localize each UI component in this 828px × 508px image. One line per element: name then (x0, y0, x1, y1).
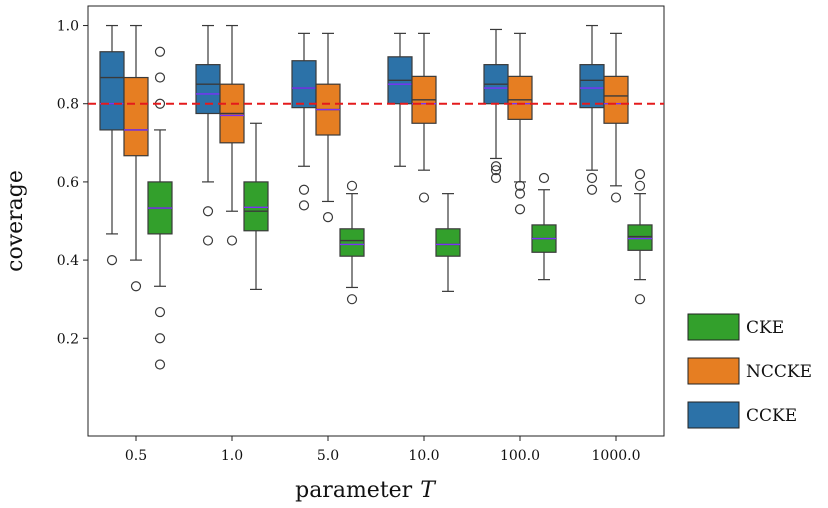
box-cke-1.0 (243, 122, 269, 291)
legend-swatch-nccke (687, 357, 740, 385)
box-body (579, 64, 605, 109)
box-nccke-0.5 (123, 24, 149, 292)
box-body (195, 64, 221, 115)
box-nccke-100.0 (507, 32, 533, 215)
y-tick-label: 1.0 (57, 19, 79, 35)
box-body (243, 181, 269, 232)
box-body (339, 228, 365, 257)
box-body (507, 75, 533, 120)
x-axis-label: parameter T (295, 478, 437, 503)
box-body (627, 224, 653, 251)
outlier-point (634, 180, 646, 191)
outlier-point (586, 184, 598, 195)
box-ccke-1000.0 (579, 24, 605, 195)
box-cke-5.0 (339, 180, 365, 305)
outlier-point (490, 172, 502, 184)
box-ccke-5.0 (291, 32, 317, 211)
outlier-point (226, 235, 238, 246)
plot-frame (87, 5, 665, 437)
box-cke-100.0 (531, 172, 557, 281)
box-cke-1000.0 (627, 168, 653, 305)
outlier-point (514, 188, 526, 199)
y-tick-label: 0.6 (57, 175, 79, 191)
outlier-point (490, 165, 502, 176)
box-nccke-5.0 (315, 32, 341, 223)
y-tick-label: 0.8 (57, 97, 79, 113)
x-tick-label: 5.0 (317, 448, 339, 464)
box-body (123, 76, 149, 157)
y-tick-label: 0.4 (57, 253, 79, 269)
outlier-point (154, 306, 166, 318)
box-ccke-0.5 (99, 24, 125, 266)
outlier-point (154, 359, 166, 370)
legend-label-nccke: NCCKE (746, 362, 812, 382)
outlier-point (202, 206, 214, 217)
outlier-point (106, 254, 118, 266)
box-body (99, 51, 125, 131)
box-body (291, 60, 317, 109)
x-tick-label: 1000.0 (592, 448, 641, 464)
box-ccke-1.0 (195, 24, 221, 246)
x-axis-label-symbol: T (420, 478, 437, 503)
x-tick-label: 0.5 (125, 448, 147, 464)
outlier-point (346, 294, 358, 305)
legend-swatch-ccke (687, 401, 740, 429)
box-cke-0.5 (147, 46, 173, 370)
outlier-point (298, 200, 310, 211)
outlier-point (610, 192, 622, 203)
legend-label-ccke: CCKE (746, 406, 797, 426)
x-tick-label: 10.0 (408, 448, 439, 464)
outlier-point (514, 204, 526, 215)
outlier-point (154, 333, 166, 344)
x-axis-label-text: parameter (295, 478, 413, 503)
outlier-point (298, 184, 310, 195)
outlier-point (202, 235, 214, 246)
outlier-point (538, 172, 550, 184)
legend-label-cke: CKE (746, 318, 784, 338)
legend: CKE NCCKE CCKE (687, 313, 812, 429)
box-ccke-100.0 (483, 28, 509, 184)
y-tick-label: 0.2 (57, 331, 79, 347)
box-nccke-1000.0 (603, 32, 629, 203)
outlier-point (634, 168, 646, 180)
outlier-point (514, 180, 526, 191)
x-tick-label: 1.0 (221, 448, 243, 464)
outlier-point (130, 281, 142, 292)
box-ccke-10.0 (387, 32, 413, 167)
box-body (603, 75, 629, 124)
box-cke-10.0 (435, 193, 461, 292)
outlier-point (586, 172, 598, 184)
outlier-point (418, 192, 430, 203)
outlier-point (346, 180, 358, 191)
x-tick-label: 100.0 (500, 448, 540, 464)
box-nccke-10.0 (411, 32, 437, 203)
legend-swatch-cke (687, 313, 740, 341)
outlier-point (634, 294, 646, 305)
outlier-point (154, 46, 166, 57)
y-axis-label: coverage (3, 170, 28, 272)
outlier-point (154, 72, 166, 83)
outlier-point (322, 211, 334, 223)
box-body (435, 228, 461, 257)
box-nccke-1.0 (219, 24, 245, 246)
outlier-point (490, 161, 502, 172)
